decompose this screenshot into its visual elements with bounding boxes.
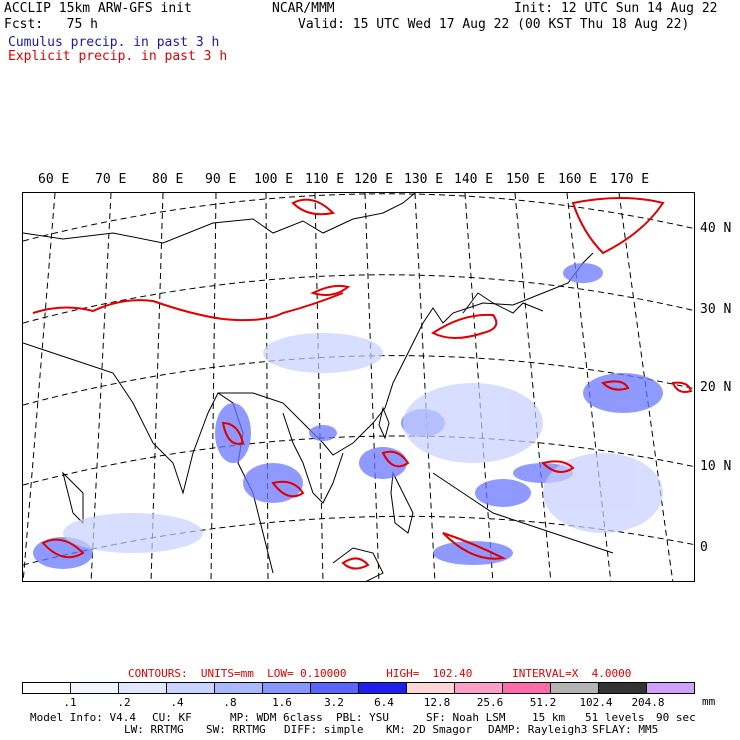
lon-label: 80 E	[152, 172, 184, 187]
forecast-hour: Fcst: 75 h	[4, 17, 98, 32]
sflay-scheme: SFLAY: MM5	[592, 723, 659, 736]
colorbar-swatch	[359, 683, 407, 693]
levels: 51 levels	[585, 711, 645, 724]
colorbar-swatch	[647, 683, 694, 693]
colorbar-swatch	[23, 683, 71, 693]
lat-label: 40 N	[700, 221, 732, 236]
lon-label: 170 E	[610, 172, 650, 187]
colorbar-swatch	[71, 683, 119, 693]
timestep: 90 sec	[656, 711, 696, 724]
colorbar-tick: 12.8	[423, 696, 451, 709]
light-precip	[63, 333, 663, 553]
explicit-precip	[32, 197, 693, 570]
lon-label: 70 E	[95, 172, 127, 187]
lon-label: 130 E	[404, 172, 444, 187]
colorbar-tick: 1.6	[272, 696, 292, 709]
sf-scheme: SF: Noah LSM	[426, 711, 506, 724]
colorbar-swatch	[455, 683, 503, 693]
colorbar	[22, 682, 695, 694]
precipitation-map	[22, 192, 695, 582]
model-title: ACCLIP 15km ARW-GFS init	[4, 1, 192, 16]
lon-label: 110 E	[305, 172, 345, 187]
lon-label: 90 E	[205, 172, 237, 187]
lat-label: 20 N	[700, 380, 732, 395]
colorbar-swatch	[503, 683, 551, 693]
colorbar-swatch	[407, 683, 455, 693]
lw-scheme: LW: RRTMG	[124, 723, 184, 736]
contour-info: CONTOURS: UNITS=mm LOW= 0.10000 HIGH= 10…	[128, 667, 632, 680]
colorbar-tick: 25.6	[476, 696, 504, 709]
mp-scheme: MP: WDM 6class	[230, 711, 323, 724]
lon-label: 100 E	[254, 172, 294, 187]
colorbar-swatch	[167, 683, 215, 693]
colorbar-swatch	[551, 683, 599, 693]
cu-scheme: CU: KF	[152, 711, 192, 724]
pbl-scheme: PBL: YSU	[336, 711, 389, 724]
colorbar-tick: 51.2	[529, 696, 557, 709]
km-scheme: KM: 2D Smagor	[386, 723, 473, 736]
colorbar-tick: 6.4	[374, 696, 394, 709]
colorbar-swatch	[263, 683, 311, 693]
sw-scheme: SW: RRTMG	[206, 723, 266, 736]
lat-label: 30 N	[700, 302, 732, 317]
organization-label: NCAR/MMM	[272, 1, 335, 16]
map-canvas	[23, 193, 694, 581]
lon-label: 150 E	[506, 172, 546, 187]
init-time: Init: 12 UTC Sun 14 Aug 22	[514, 1, 718, 16]
diff-scheme: DIFF: simple	[284, 723, 364, 736]
lon-label: 120 E	[354, 172, 394, 187]
valid-time: Valid: 15 UTC Wed 17 Aug 22 (00 KST Thu …	[298, 17, 690, 32]
legend-cumulus: Cumulus precip. in past 3 h	[8, 35, 220, 50]
legend-explicit: Explicit precip. in past 3 h	[8, 49, 228, 64]
colorbar-swatch	[599, 683, 647, 693]
resolution: 15 km	[532, 711, 566, 724]
colorbar-tick: .1	[63, 696, 77, 709]
colorbar-swatch	[119, 683, 167, 693]
damp-scheme: DAMP: Rayleigh3	[488, 723, 588, 736]
colorbar-tick: 3.2	[324, 696, 344, 709]
colorbar-swatch	[215, 683, 263, 693]
lat-label: 10 N	[700, 459, 732, 474]
colorbar-swatch	[311, 683, 359, 693]
colorbar-tick: .2	[117, 696, 131, 709]
colorbar-tick: 204.8	[631, 696, 665, 709]
lat-label: 0	[700, 540, 708, 555]
model-info: Model Info: V4.4	[30, 711, 136, 724]
colorbar-tick: .4	[170, 696, 184, 709]
lon-label: 140 E	[454, 172, 494, 187]
longitude-gridlines	[23, 193, 674, 581]
lon-label: 60 E	[38, 172, 70, 187]
colorbar-tick: .8	[223, 696, 237, 709]
lon-label: 160 E	[558, 172, 598, 187]
colorbar-unit: mm	[702, 695, 716, 708]
colorbar-tick: 102.4	[579, 696, 613, 709]
